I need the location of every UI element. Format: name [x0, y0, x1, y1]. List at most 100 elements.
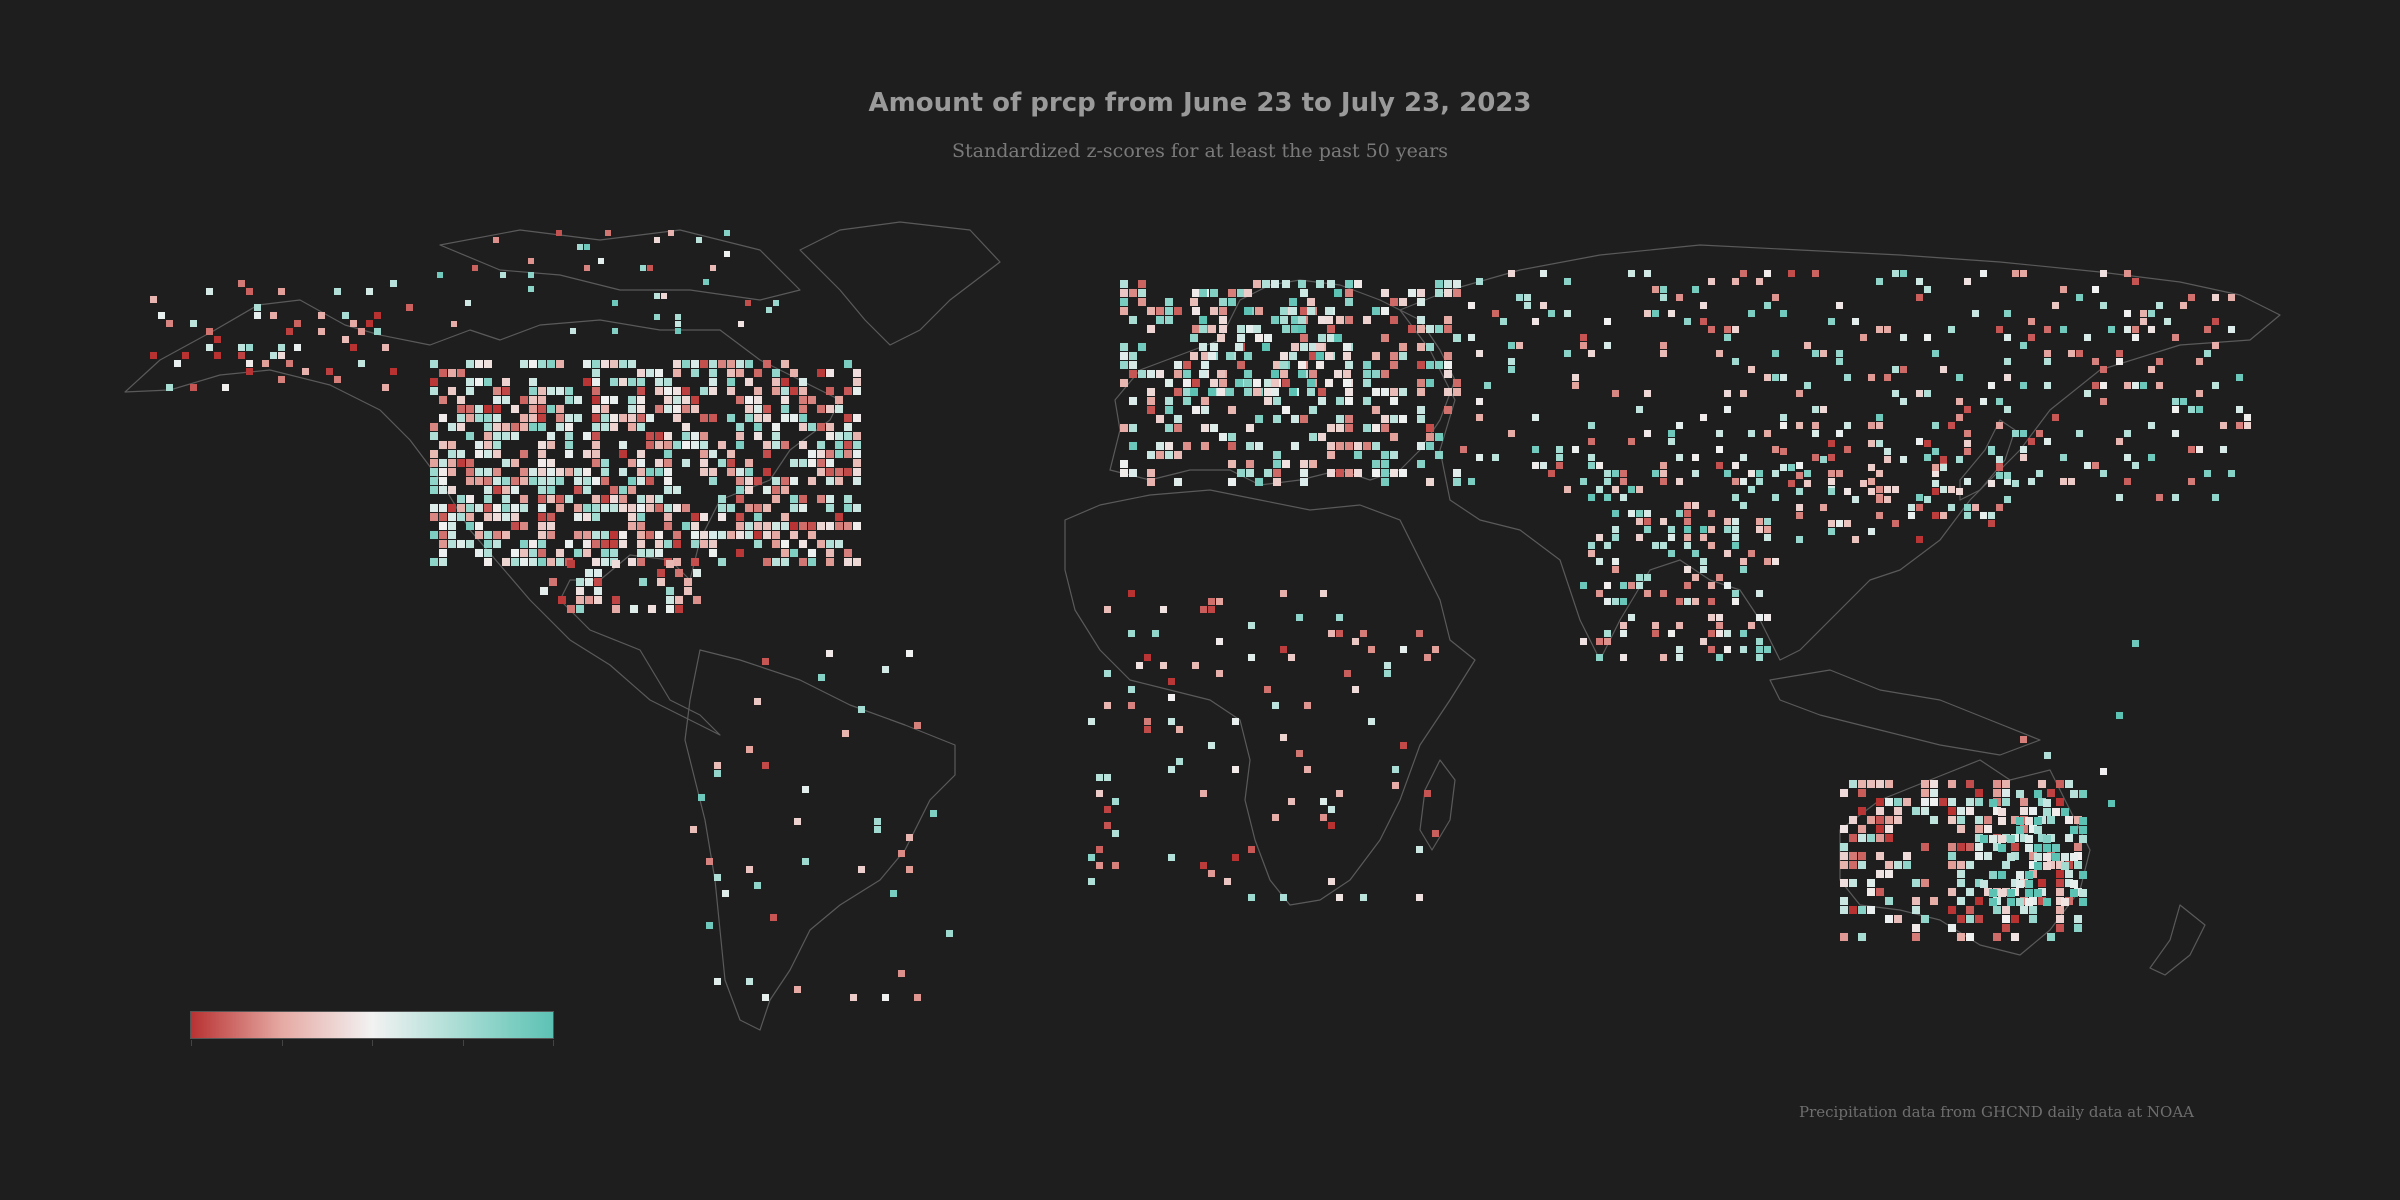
station-cell — [1684, 526, 1691, 533]
station-cell — [1424, 790, 1431, 797]
station-cell — [668, 230, 674, 236]
station-cell — [1636, 518, 1643, 525]
station-cell — [1636, 510, 1643, 517]
station-cell — [1492, 454, 1499, 461]
station-cell — [1836, 430, 1843, 437]
station-cell — [1354, 469, 1362, 477]
station-cell — [1849, 861, 1857, 869]
station-cell — [493, 477, 501, 485]
station-cell — [1138, 289, 1146, 297]
station-cell — [693, 596, 701, 604]
station-cell — [646, 549, 654, 557]
station-cell — [1858, 933, 1866, 941]
station-cell — [1684, 582, 1691, 589]
station-cell — [1532, 318, 1539, 325]
station-cell — [475, 522, 483, 530]
station-cell — [1660, 478, 1667, 485]
station-cell — [2011, 843, 2019, 851]
station-cell — [2156, 382, 2163, 389]
station-cell — [1216, 598, 1223, 605]
station-cell — [1390, 469, 1398, 477]
station-cell — [601, 396, 609, 404]
station-cell — [802, 786, 809, 793]
station-cell — [2029, 807, 2037, 815]
station-cell — [2156, 302, 2163, 309]
station-cell — [1912, 807, 1920, 815]
station-cell — [2061, 862, 2069, 870]
station-cell — [710, 265, 716, 271]
station-cell — [2076, 294, 2083, 301]
station-cell — [1381, 460, 1389, 468]
station-cell — [592, 459, 600, 467]
station-cell — [1508, 342, 1515, 349]
station-cell — [1300, 343, 1308, 351]
station-cell — [1201, 352, 1209, 360]
station-cell — [2220, 446, 2227, 453]
station-cell — [1876, 470, 1883, 477]
station-cell — [1363, 379, 1371, 387]
station-cell — [794, 818, 801, 825]
station-cell — [1844, 446, 1851, 453]
station-cell — [858, 866, 865, 873]
station-cell — [1932, 350, 1939, 357]
station-cell — [457, 540, 465, 548]
station-cell — [1708, 582, 1715, 589]
station-cell — [1764, 646, 1771, 653]
station-cell — [1168, 694, 1175, 701]
station-cell — [222, 384, 229, 391]
station-cell — [302, 368, 309, 375]
station-cell — [262, 360, 269, 367]
station-cell — [520, 540, 528, 548]
station-cell — [835, 477, 843, 485]
station-cell — [1588, 462, 1595, 469]
station-cell — [826, 423, 834, 431]
station-cell — [1812, 350, 1819, 357]
station-cell — [2172, 406, 2179, 413]
station-cell — [637, 531, 645, 539]
station-cell — [2004, 472, 2011, 479]
station-cell — [1957, 807, 1965, 815]
station-cell — [1138, 343, 1146, 351]
station-cell — [817, 450, 825, 458]
station-cell — [682, 441, 690, 449]
station-cell — [1644, 430, 1651, 437]
station-cell — [1948, 861, 1956, 869]
station-cell — [1363, 361, 1371, 369]
station-cell — [682, 423, 690, 431]
station-cell — [547, 459, 555, 467]
station-cell — [1748, 366, 1755, 373]
station-cell — [646, 495, 654, 503]
station-cell — [475, 360, 483, 368]
station-cell — [2052, 302, 2059, 309]
station-cell — [745, 414, 753, 422]
station-cell — [628, 423, 636, 431]
station-cell — [520, 414, 528, 422]
station-cell — [1636, 574, 1643, 581]
station-cell — [1244, 289, 1252, 297]
station-cell — [484, 423, 492, 431]
station-cell — [637, 477, 645, 485]
station-cell — [529, 360, 537, 368]
station-cell — [1147, 388, 1155, 396]
station-cell — [673, 558, 681, 566]
station-cell — [592, 531, 600, 539]
station-cell — [1336, 469, 1344, 477]
station-cell — [628, 405, 636, 413]
station-cell — [520, 423, 528, 431]
station-cell — [1174, 451, 1182, 459]
station-cell — [1352, 638, 1359, 645]
station-cell — [1232, 718, 1239, 725]
station-cell — [1975, 915, 1983, 923]
station-cell — [1244, 307, 1252, 315]
station-cell — [835, 522, 843, 530]
station-cell — [1620, 622, 1627, 629]
station-cell — [709, 468, 717, 476]
station-cell — [1208, 352, 1216, 360]
station-cell — [1237, 334, 1245, 342]
station-cell — [1112, 862, 1119, 869]
station-cell — [2124, 454, 2131, 461]
station-cell — [1724, 582, 1731, 589]
station-cell — [673, 531, 681, 539]
station-cell — [1372, 469, 1380, 477]
